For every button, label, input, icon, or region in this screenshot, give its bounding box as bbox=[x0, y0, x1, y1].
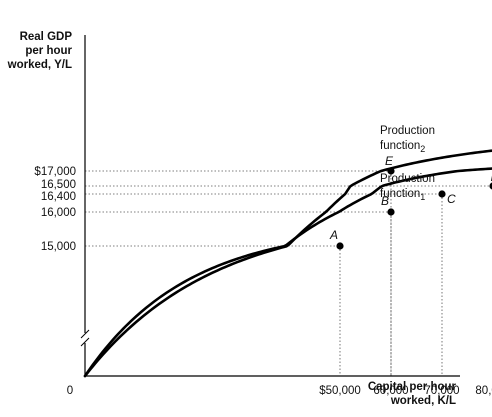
series-labels: Production function1 Production function2 bbox=[380, 125, 435, 202]
axis-break-mark bbox=[80, 337, 90, 347]
y-tick-label: 15,000 bbox=[41, 241, 76, 253]
series-label-2-tail: function2 bbox=[380, 140, 425, 154]
point-A bbox=[336, 242, 344, 250]
series-label-2: Production bbox=[380, 125, 435, 137]
point-label-A: A bbox=[329, 228, 338, 242]
y-tick-label: 16,500 bbox=[41, 179, 76, 191]
series-line-1 bbox=[83, 167, 492, 378]
series-label-1-tail: function1 bbox=[380, 188, 425, 202]
guide-lines bbox=[85, 170, 492, 376]
series-label-1: Production bbox=[380, 173, 435, 185]
data-points: A B C D E bbox=[329, 154, 492, 250]
x-axis-label: Capital per hour worked, K/L bbox=[367, 381, 456, 407]
point-D bbox=[489, 182, 492, 190]
axis-break-gap bbox=[81, 333, 89, 343]
production-curves bbox=[83, 149, 492, 378]
axes: 0 bbox=[67, 35, 460, 397]
point-B bbox=[387, 208, 395, 216]
axis-break-mark bbox=[80, 329, 90, 339]
point-label-E: E bbox=[385, 154, 394, 168]
series-line-2 bbox=[83, 149, 492, 378]
y-tick-label: 16,000 bbox=[41, 207, 76, 219]
x-tick-label: 70,000 bbox=[424, 385, 459, 397]
origin-label: 0 bbox=[67, 385, 73, 397]
y-axis-label: Real GDP per hour worked, Y/L bbox=[7, 31, 72, 71]
point-C bbox=[438, 190, 446, 198]
point-label-B: B bbox=[381, 194, 389, 208]
point-E bbox=[387, 167, 395, 175]
point-label-D: D bbox=[491, 170, 492, 184]
x-tick-label: 60,000 bbox=[373, 385, 408, 397]
y-tick-label: 16,400 bbox=[41, 191, 76, 203]
x-tick-label: 80,000 bbox=[475, 385, 492, 397]
y-tick-label: $17,000 bbox=[34, 166, 76, 178]
point-label-C: C bbox=[447, 192, 456, 206]
x-tick-label: $50,000 bbox=[319, 385, 361, 397]
tick-labels: $50,000 60,000 70,000 80,000 15,000 16,000 16,… bbox=[34, 166, 492, 397]
